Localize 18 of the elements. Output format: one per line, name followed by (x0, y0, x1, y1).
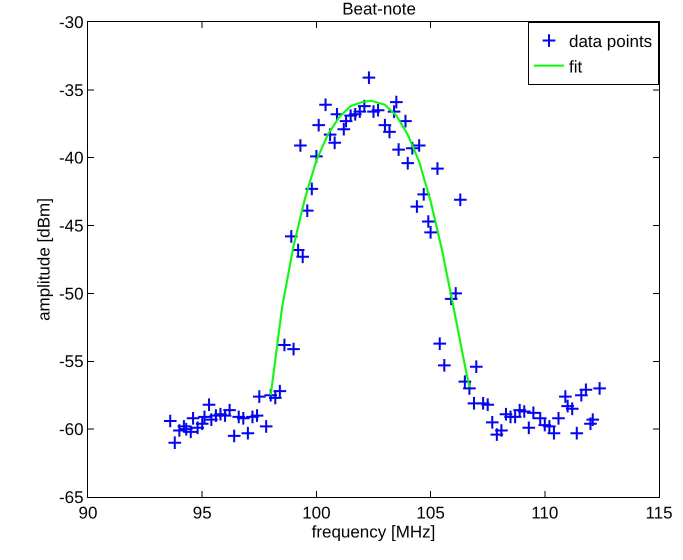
y-tick-label: -35 (59, 80, 84, 100)
y-tick-label: -50 (59, 284, 84, 304)
y-tick-label: -40 (59, 148, 84, 168)
y-tick-label: -60 (59, 420, 84, 440)
x-tick-label: 100 (302, 503, 331, 522)
legend-label: data points (569, 32, 652, 52)
x-tick-label: 95 (192, 503, 212, 522)
x-tick-label: 105 (416, 503, 445, 522)
y-tick-label: -30 (59, 12, 84, 32)
line-series (270, 100, 470, 396)
y-tick-label: -45 (59, 216, 84, 236)
legend-label: fit (569, 57, 582, 76)
x-axis-title: frequency [MHz] (312, 522, 436, 542)
y-tick-label: -55 (59, 352, 84, 372)
x-tick-label: 110 (531, 503, 558, 522)
chart-title: Beat-note (342, 0, 416, 19)
x-tick-label: 115 (645, 503, 673, 522)
y-axis-title: amplitude [dBm] (34, 198, 54, 321)
